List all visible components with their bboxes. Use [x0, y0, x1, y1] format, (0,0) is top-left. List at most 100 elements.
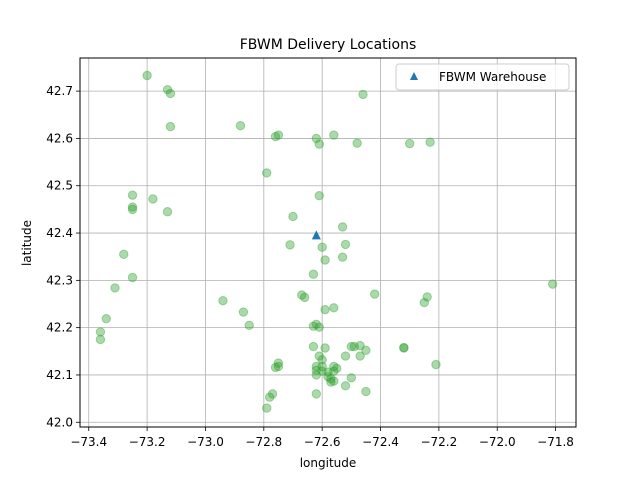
delivery-point — [332, 363, 342, 374]
delivery-point — [311, 389, 322, 399]
y-tick-label: 42.6 — [46, 131, 73, 145]
delivery-point — [317, 361, 327, 372]
x-tick-label: −73.0 — [187, 435, 224, 449]
delivery-point — [314, 322, 324, 332]
y-tick-label: 42.2 — [46, 321, 73, 335]
delivery-point — [244, 320, 254, 330]
delivery-point — [238, 307, 249, 317]
delivery-point — [285, 240, 295, 250]
y-tick-label: 42.0 — [46, 415, 73, 429]
delivery-point — [320, 343, 330, 353]
legend-box — [395, 63, 570, 91]
delivery-point — [323, 372, 333, 382]
x-tick-label: −73.2 — [129, 435, 166, 449]
grid-lines — [80, 58, 576, 427]
delivery-point — [337, 222, 348, 232]
delivery-point — [148, 194, 158, 204]
delivery-point — [162, 84, 173, 95]
delivery-point — [264, 392, 275, 402]
delivery-point — [326, 374, 336, 384]
y-tick-label: 42.7 — [46, 84, 73, 98]
y-tick-label: 42.4 — [46, 226, 73, 240]
delivery-point — [311, 370, 322, 380]
delivery-point — [329, 130, 339, 140]
delivery-point — [101, 313, 111, 324]
delivery-point — [127, 204, 138, 215]
delivery-point — [119, 249, 129, 260]
delivery-point — [270, 131, 281, 142]
delivery-point — [323, 367, 333, 377]
delivery-point — [326, 377, 336, 387]
y-axis-ticks: 42.0 42.1 42.2 42.3 42.4 42.5 42.6 42.7 — [46, 84, 80, 429]
delivery-point — [308, 321, 319, 331]
delivery-point — [262, 403, 272, 413]
x-tick-label: −72.2 — [420, 435, 457, 449]
delivery-point — [317, 366, 327, 376]
delivery-point — [425, 137, 435, 147]
delivery-point — [422, 292, 432, 302]
delivery-point — [317, 355, 327, 365]
delivery-point — [270, 362, 281, 373]
delivery-point — [337, 252, 348, 262]
delivery-point — [311, 361, 322, 372]
delivery-point — [329, 303, 339, 313]
delivery-point — [273, 358, 284, 368]
plot-frame — [79, 57, 577, 428]
delivery-point — [320, 304, 330, 315]
x-axis-ticks: −73.4 −73.2 −73.0 −72.8 −72.6 −72.4 −72.2 −72.0… — [70, 427, 574, 449]
delivery-point — [340, 351, 351, 361]
delivery-point — [419, 297, 429, 308]
delivery-point — [314, 139, 324, 149]
delivery-point — [346, 341, 357, 352]
x-tick-label: −71.8 — [537, 435, 574, 449]
delivery-point — [361, 345, 371, 356]
delivery-point — [320, 255, 330, 265]
delivery-point — [340, 381, 351, 391]
delivery-point — [329, 376, 339, 386]
delivery-point — [297, 290, 307, 300]
y-tick-label: 42.5 — [46, 179, 73, 193]
delivery-point — [110, 283, 120, 293]
delivery-point — [317, 242, 327, 252]
delivery-point — [404, 138, 415, 149]
delivery-point — [349, 341, 359, 352]
warehouse-marker — [311, 230, 321, 240]
delivery-point — [431, 359, 441, 370]
delivery-point — [288, 211, 298, 222]
x-tick-label: −72.0 — [479, 435, 516, 449]
delivery-point — [273, 130, 284, 140]
delivery-points — [95, 70, 558, 413]
x-tick-label: −72.6 — [304, 435, 341, 449]
chart-title: FBWM Delivery Locations — [240, 37, 417, 53]
delivery-point — [95, 327, 106, 337]
delivery-point — [355, 340, 365, 351]
delivery-point — [340, 239, 351, 250]
x-tick-label: −72.8 — [245, 435, 282, 449]
delivery-point — [329, 366, 339, 376]
delivery-point — [346, 373, 357, 383]
delivery-point — [361, 386, 371, 397]
delivery-point — [358, 89, 368, 100]
delivery-point — [329, 361, 339, 372]
delivery-point — [267, 389, 278, 399]
delivery-point — [311, 133, 322, 144]
delivery-point — [399, 343, 409, 353]
x-tick-label: −73.4 — [70, 435, 107, 449]
delivery-point — [369, 289, 380, 299]
delivery-point — [127, 272, 138, 283]
delivery-point — [235, 120, 246, 131]
delivery-point — [314, 190, 324, 201]
delivery-point — [127, 190, 138, 200]
delivery-point — [218, 295, 228, 306]
delivery-point — [547, 279, 558, 289]
delivery-point — [162, 207, 173, 217]
y-tick-label: 42.3 — [46, 273, 73, 287]
delivery-point — [399, 342, 409, 353]
delivery-point — [142, 70, 152, 81]
legend-entry-warehouse: FBWM Warehouse — [439, 70, 546, 84]
y-axis-label: latitude — [20, 220, 34, 266]
x-axis-label: longitude — [300, 456, 357, 470]
delivery-point — [308, 341, 319, 352]
warehouse-marker-group — [311, 230, 321, 240]
